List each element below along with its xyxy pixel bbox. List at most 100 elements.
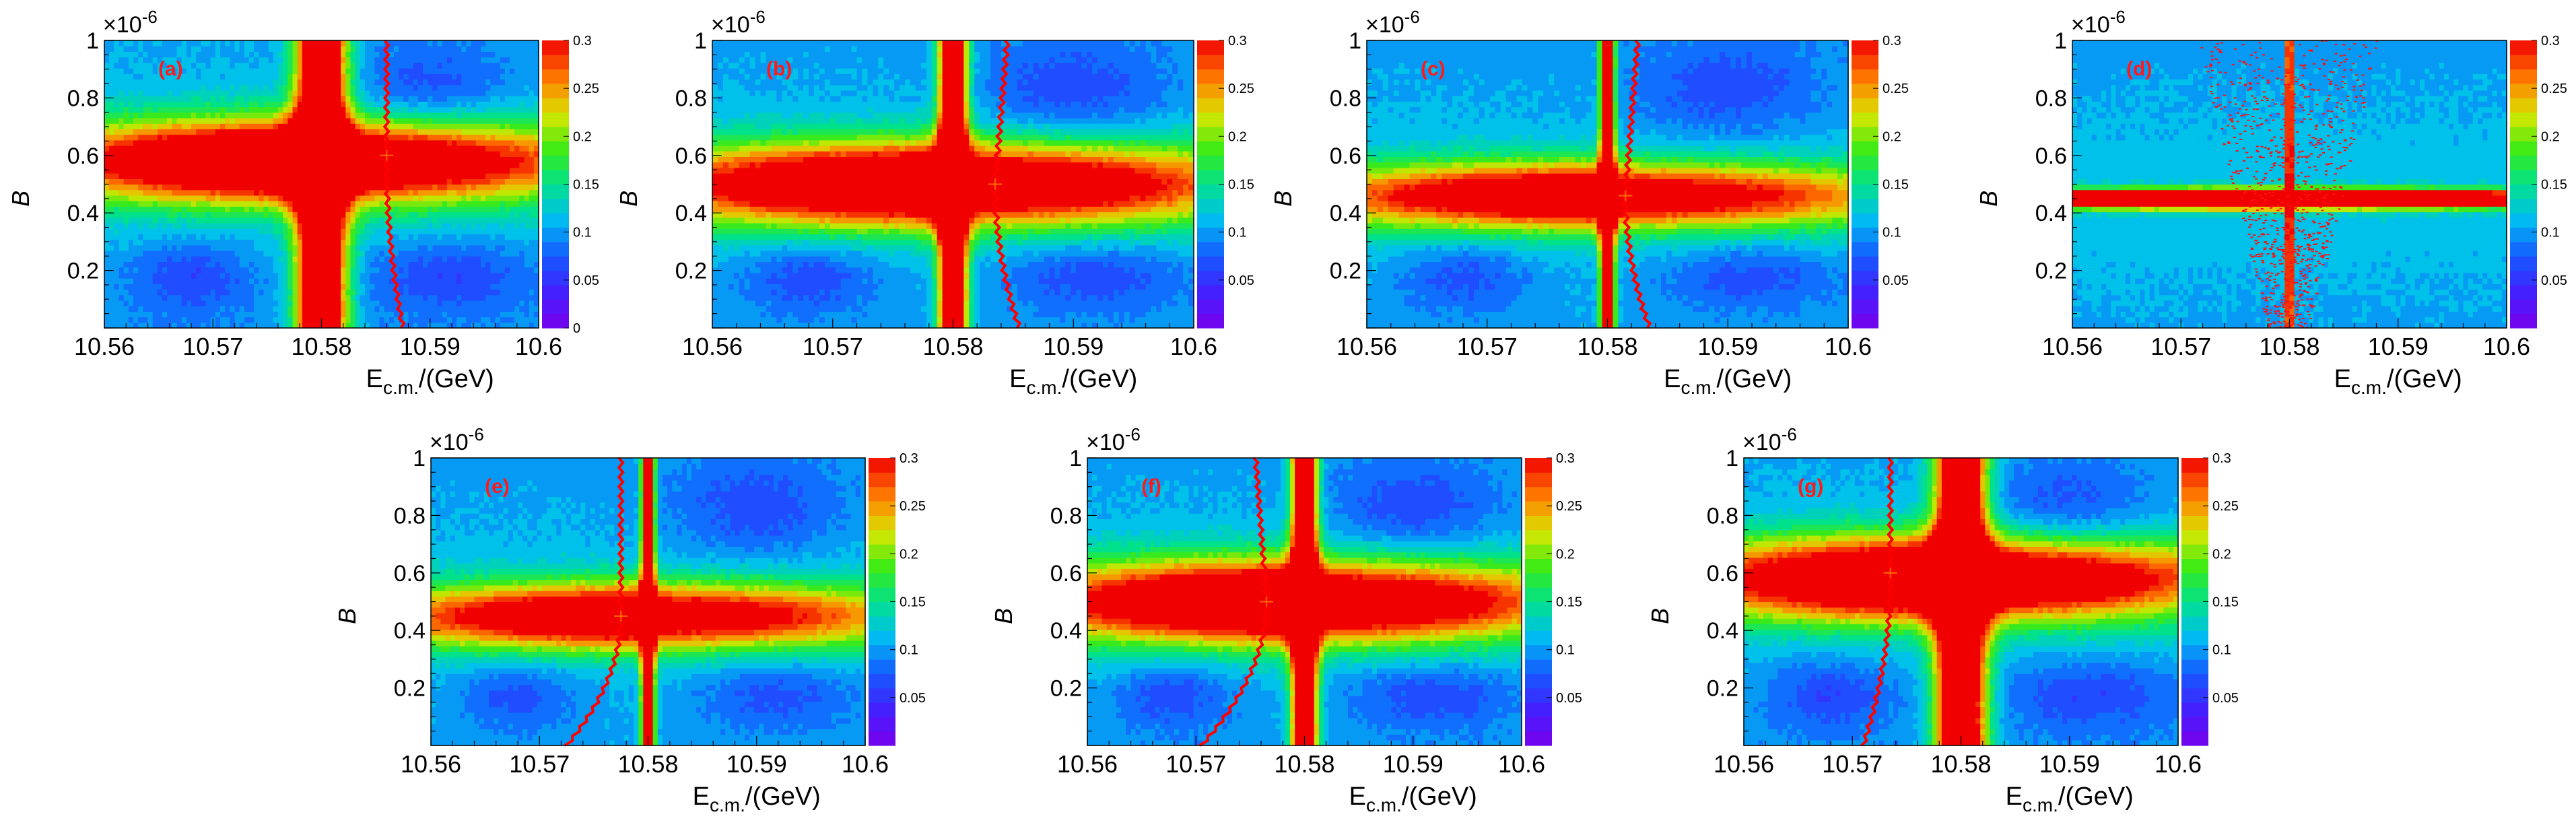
heatmap-cell xyxy=(211,90,216,96)
heatmap-cell xyxy=(153,79,158,85)
heatmap-cell xyxy=(461,162,467,168)
heatmap-cell xyxy=(249,306,255,312)
heatmap-cell xyxy=(191,218,197,224)
heatmap-cell xyxy=(456,107,462,113)
color-bar-segment xyxy=(542,84,569,98)
heatmap-cell xyxy=(158,156,163,162)
heatmap-cell xyxy=(235,218,240,224)
heatmap-cell xyxy=(490,96,496,102)
heatmap-cell xyxy=(158,234,163,240)
heatmap-cell xyxy=(114,156,119,162)
heatmap-cell xyxy=(467,79,472,85)
heatmap-cell xyxy=(331,173,337,179)
heatmap-cell xyxy=(409,46,414,52)
heatmap-cell xyxy=(476,223,481,229)
heatmap-cell xyxy=(447,40,452,46)
heatmap-cell xyxy=(452,201,457,207)
heatmap-cell xyxy=(172,40,177,46)
heatmap-cell xyxy=(109,173,114,179)
heatmap-cell xyxy=(215,68,221,74)
heatmap-cell xyxy=(447,101,452,107)
heatmap-cell xyxy=(316,290,322,296)
heatmap-cell xyxy=(133,278,139,284)
heatmap-cell xyxy=(201,300,206,306)
heatmap-cell xyxy=(235,129,240,135)
heatmap-cell xyxy=(316,195,322,201)
heatmap-cell xyxy=(529,112,535,119)
heatmap-cell xyxy=(467,85,472,91)
heatmap-cell xyxy=(514,300,520,306)
heatmap-cell xyxy=(471,201,477,207)
heatmap-cell xyxy=(273,317,279,323)
x-tick-label: 10.56 xyxy=(74,333,135,360)
heatmap-cell xyxy=(336,145,341,152)
heatmap-cell xyxy=(158,151,163,157)
heatmap-cell xyxy=(442,156,448,162)
heatmap-cell xyxy=(302,201,308,207)
heatmap-cell xyxy=(327,234,332,240)
heatmap-cell xyxy=(235,168,240,174)
heatmap-cell xyxy=(129,46,134,52)
heatmap-cell xyxy=(428,251,433,257)
heatmap-cell xyxy=(206,73,211,79)
heatmap-cell xyxy=(283,306,288,312)
heatmap-cell xyxy=(500,156,506,162)
heatmap-cell xyxy=(302,240,308,246)
heatmap-cell xyxy=(316,256,322,262)
heatmap-cell xyxy=(471,85,477,91)
heatmap-cell xyxy=(403,173,409,179)
heatmap-cell xyxy=(423,73,428,79)
heatmap-cell xyxy=(298,40,303,46)
heatmap-cell xyxy=(220,178,226,185)
heatmap-cell xyxy=(505,267,510,273)
heatmap-cell xyxy=(187,261,192,267)
heatmap-cell xyxy=(283,156,288,162)
heatmap-cell xyxy=(510,73,515,79)
heatmap-cell xyxy=(1050,317,1056,323)
heatmap-cell xyxy=(302,284,308,290)
heatmap-cell xyxy=(476,118,481,124)
heatmap-cell xyxy=(432,190,438,196)
heatmap-cell xyxy=(191,256,197,262)
heatmap-cell xyxy=(153,240,158,246)
heatmap-cell xyxy=(293,201,298,207)
heatmap-cell xyxy=(254,256,259,262)
heatmap-cell xyxy=(129,295,134,301)
heatmap-cell xyxy=(413,68,419,74)
heatmap-cell xyxy=(316,178,322,185)
heatmap-cell xyxy=(496,101,501,107)
heatmap-cell xyxy=(423,261,428,267)
heatmap-cell xyxy=(857,317,863,323)
heatmap-cell xyxy=(825,317,831,323)
heatmap-cell xyxy=(467,218,472,224)
heatmap-cell xyxy=(235,240,240,246)
heatmap-cell xyxy=(148,40,154,46)
heatmap-cell xyxy=(109,290,114,296)
heatmap-cell xyxy=(264,212,269,218)
heatmap-cell xyxy=(196,218,201,224)
heatmap-cell xyxy=(109,168,114,174)
heatmap-cell xyxy=(496,201,501,207)
heatmap-cell xyxy=(240,101,245,107)
heatmap-cell xyxy=(153,223,158,229)
heatmap-cell xyxy=(452,79,457,85)
heatmap-cell xyxy=(124,228,129,234)
heatmap-cell xyxy=(529,245,535,251)
heatmap-cell xyxy=(496,140,501,146)
heatmap-cell xyxy=(302,85,308,91)
heatmap-cell xyxy=(254,306,259,312)
heatmap-cell xyxy=(1054,317,1060,323)
heatmap-cell xyxy=(293,123,298,129)
heatmap-cell xyxy=(215,284,221,290)
heatmap-cell xyxy=(167,156,172,162)
heatmap-cell xyxy=(447,201,452,207)
heatmap-cell xyxy=(370,40,375,46)
heatmap-cell xyxy=(191,135,197,141)
heatmap-cell xyxy=(327,40,332,46)
heatmap-cell xyxy=(129,212,134,218)
heatmap-cell xyxy=(331,251,337,257)
heatmap-cell xyxy=(380,129,385,135)
heatmap-cell xyxy=(380,300,385,306)
heatmap-cell xyxy=(510,300,515,306)
heatmap-cell xyxy=(191,156,197,162)
